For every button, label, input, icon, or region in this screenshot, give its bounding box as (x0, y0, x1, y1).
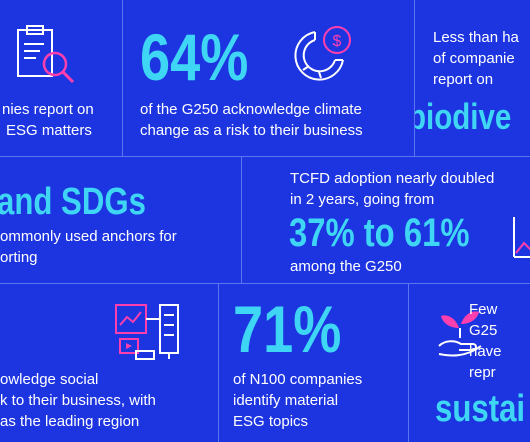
sustainability-line-1: Few (469, 301, 498, 318)
tile-material-esg: 71% of N100 companies identify material … (219, 284, 408, 442)
tcfd-line-1: TCFD adoption nearly doubled (290, 170, 495, 187)
tile-sustainability: Few G25 have repr sustai (409, 284, 530, 442)
biodiversity-line-1: Less than ha (433, 29, 519, 46)
sdgs-line-1: ommonly used anchors for (0, 228, 177, 245)
sustainability-stat: sustai (435, 388, 526, 430)
chart-arrow-icon (513, 217, 530, 258)
tile-sdgs: and SDGs ommonly used anchors for orting (0, 157, 241, 283)
tcfd-stat: 37% to 61% (289, 211, 470, 255)
clipboard-magnifier-icon (17, 25, 75, 84)
computer-network-icon (115, 304, 179, 360)
biodiversity-line-3: report on (433, 71, 494, 88)
sdgs-stat: and SDGs (0, 181, 146, 223)
material-esg-line-1: of N100 companies (233, 371, 363, 388)
pie-chart-dollar-icon: $ (294, 26, 351, 81)
tcfd-line-2: in 2 years, going from (290, 191, 435, 208)
sdgs-line-2: orting (0, 249, 38, 266)
divider-col-1 (122, 0, 123, 157)
tile-esg-report: nies report on ESG matters (0, 0, 122, 156)
svg-text:$: $ (333, 33, 342, 50)
climate-risk-stat: 64% (140, 20, 249, 94)
sustainability-line-4: repr (469, 364, 496, 381)
divider-col-5 (408, 283, 409, 442)
tcfd-line-3: among the G250 (290, 258, 402, 275)
tile-tcfd: TCFD adoption nearly doubled in 2 years,… (242, 157, 530, 283)
tile-climate-risk: 64% $ of the G250 acknowledge climate ch… (123, 0, 414, 156)
climate-risk-line-2: change as a risk to their business (140, 122, 363, 139)
divider-col-2 (414, 0, 415, 157)
esg-report-line-1: nies report on (2, 101, 94, 118)
social-risk-line-2: k to their business, with (0, 392, 156, 409)
divider-col-3 (241, 156, 242, 284)
esg-report-line-2: ESG matters (6, 122, 92, 139)
material-esg-line-3: ESG topics (233, 413, 309, 430)
material-esg-stat: 71% (233, 292, 342, 366)
divider-row-2 (0, 283, 530, 284)
material-esg-line-2: identify material (233, 392, 339, 409)
biodiversity-line-2: of companie (433, 50, 515, 67)
climate-risk-line-1: of the G250 acknowledge climate (140, 101, 362, 118)
plant-hand-icon (438, 311, 482, 357)
social-risk-line-1: owledge social (0, 371, 99, 388)
biodiversity-stat: biodive (415, 96, 512, 137)
tile-biodiversity: Less than ha of companie report on biodi… (415, 0, 530, 156)
sustainability-line-2: G25 (469, 322, 498, 339)
divider-row-1 (0, 156, 530, 157)
social-risk-line-3: as the leading region (0, 413, 140, 430)
sustainability-line-3: have (469, 343, 502, 360)
tile-social-risk: owledge social k to their business, with… (0, 284, 218, 442)
divider-col-4 (218, 283, 219, 442)
